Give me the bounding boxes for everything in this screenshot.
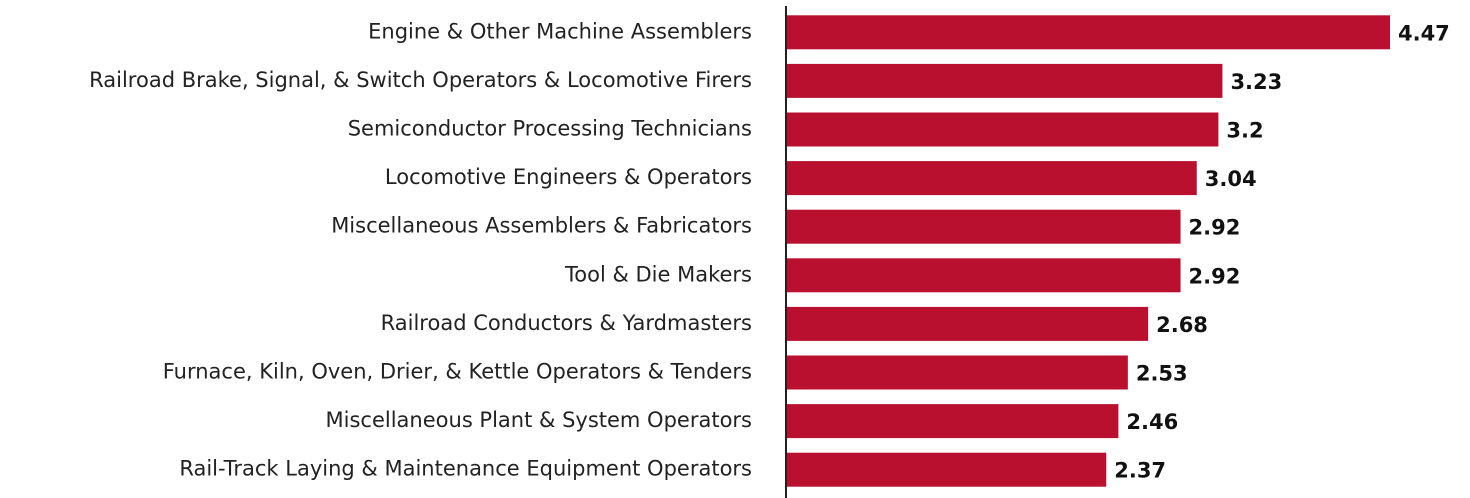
bar xyxy=(786,452,1107,487)
value-label: 2.92 xyxy=(1189,264,1241,288)
y-tick-label: Rail-Track Laying & Maintenance Equipmen… xyxy=(179,457,752,481)
value-label: 3.23 xyxy=(1230,70,1282,94)
bar xyxy=(786,209,1181,244)
value-label: 3.2 xyxy=(1226,119,1263,143)
value-label: 2.68 xyxy=(1156,313,1208,337)
y-tick-label: Tool & Die Makers xyxy=(564,262,752,286)
bar xyxy=(786,404,1119,439)
bar xyxy=(786,161,1197,196)
value-label: 2.53 xyxy=(1136,362,1188,386)
bar xyxy=(786,63,1223,98)
y-tick-label: Semiconductor Processing Technicians xyxy=(348,117,752,141)
value-label: 2.37 xyxy=(1114,459,1166,483)
y-tick-label: Miscellaneous Plant & System Operators xyxy=(326,408,752,432)
y-tick-label: Engine & Other Machine Assemblers xyxy=(368,19,752,43)
value-label: 2.92 xyxy=(1189,216,1241,240)
y-tick-label: Locomotive Engineers & Operators xyxy=(385,165,752,189)
y-tick-label: Furnace, Kiln, Oven, Drier, & Kettle Ope… xyxy=(163,360,752,384)
value-label: 3.04 xyxy=(1205,167,1257,191)
bar xyxy=(786,15,1390,50)
bar xyxy=(786,306,1149,341)
bar xyxy=(786,112,1219,147)
y-tick-label: Railroad Brake, Signal, & Switch Operato… xyxy=(89,68,752,92)
y-tick-label: Miscellaneous Assemblers & Fabricators xyxy=(331,214,752,238)
value-label: 4.47 xyxy=(1398,21,1450,45)
bar xyxy=(786,258,1181,293)
value-label: 2.46 xyxy=(1126,410,1178,434)
bar xyxy=(786,355,1128,390)
y-tick-label: Railroad Conductors & Yardmasters xyxy=(381,311,752,335)
